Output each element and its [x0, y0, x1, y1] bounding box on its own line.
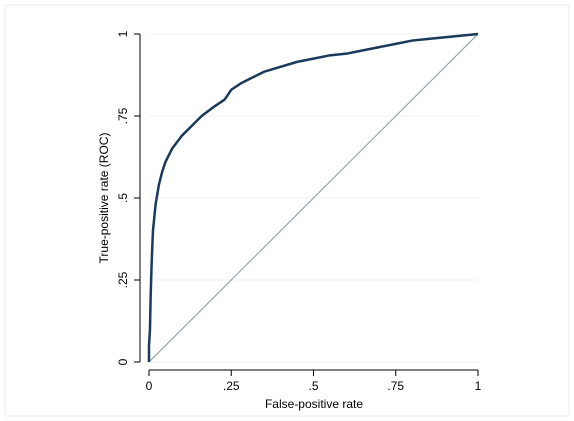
- y-tick-label: 1: [116, 30, 130, 37]
- y-tick-label: .25: [116, 271, 130, 288]
- y-tick-label: .5: [116, 193, 130, 203]
- y-axis-title: True-positive rate (ROC): [97, 133, 111, 264]
- line: [148, 33, 479, 363]
- x-tick-label: 0: [146, 379, 153, 393]
- x-tick-label: 1: [475, 379, 482, 393]
- x-tick-label: .25: [223, 379, 240, 393]
- x-axis-title: False-positive rate: [265, 397, 363, 411]
- y-tick-label: .75: [116, 107, 130, 124]
- y-tick-label: 0: [116, 358, 130, 365]
- frame: [4, 4, 570, 417]
- x-tick-label: .75: [387, 379, 404, 393]
- line: [147, 32, 479, 362]
- x-tick-label: .5: [308, 379, 318, 393]
